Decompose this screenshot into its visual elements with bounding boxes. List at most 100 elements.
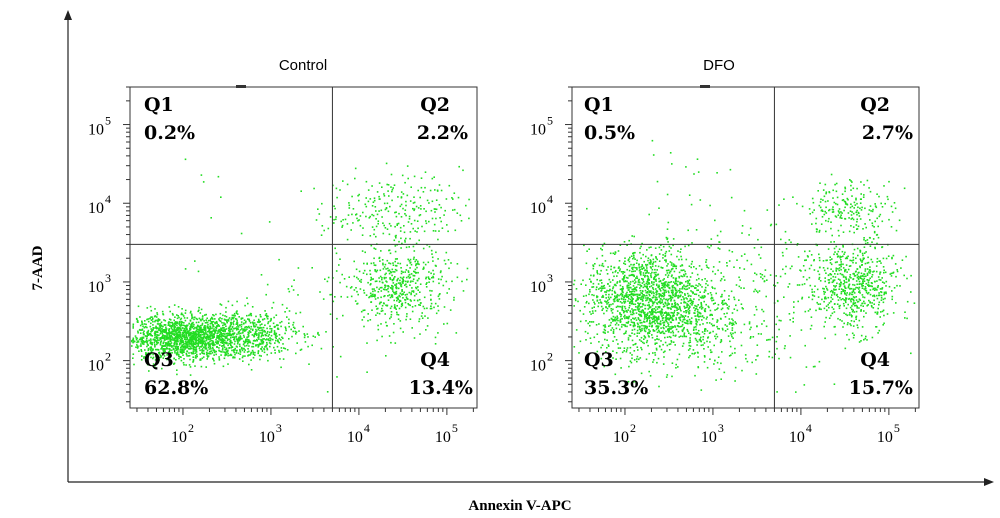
data-point [615, 270, 617, 272]
data-point [147, 349, 150, 352]
data-point [225, 325, 227, 328]
data-point [182, 341, 185, 344]
data-point [468, 198, 470, 201]
data-point [743, 323, 746, 326]
data-point [709, 309, 712, 312]
data-point [767, 338, 770, 341]
data-point [179, 335, 182, 337]
data-point [174, 323, 177, 325]
data-point [651, 300, 654, 303]
data-point [218, 336, 220, 339]
data-point [228, 326, 230, 329]
data-point [147, 318, 149, 320]
data-point [580, 283, 582, 285]
data-point [244, 321, 247, 324]
data-point [178, 337, 181, 339]
data-point [373, 288, 375, 290]
data-point [228, 333, 231, 336]
data-point [412, 227, 414, 230]
data-point [613, 318, 615, 321]
data-point [203, 352, 205, 355]
data-point [431, 290, 433, 292]
data-point [667, 274, 670, 276]
data-point [340, 295, 342, 298]
data-point [633, 323, 636, 325]
data-point [706, 280, 708, 282]
data-point [641, 305, 643, 308]
data-point [639, 289, 642, 292]
data-point [333, 222, 335, 224]
data-point [649, 321, 651, 323]
data-point [406, 264, 408, 267]
data-point [606, 300, 608, 303]
data-point [591, 307, 594, 309]
data-point [205, 332, 207, 334]
data-point [261, 331, 264, 333]
data-point [666, 312, 668, 314]
data-point [604, 338, 606, 341]
outer-x-axis-arrow [984, 478, 994, 486]
data-point [202, 356, 205, 358]
data-point [377, 324, 379, 327]
data-point [153, 343, 156, 346]
data-point [319, 291, 321, 293]
data-point [175, 349, 177, 351]
data-point [658, 280, 660, 283]
data-point [636, 360, 638, 363]
data-point [848, 265, 851, 267]
data-point [610, 310, 613, 312]
data-point [668, 245, 671, 248]
data-point [396, 279, 399, 281]
data-point [258, 343, 260, 346]
data-point [400, 267, 402, 269]
data-point [617, 324, 620, 326]
data-point [393, 277, 395, 280]
data-point [671, 296, 674, 299]
data-point [608, 325, 610, 327]
data-point [624, 274, 626, 277]
data-point [671, 318, 674, 320]
data-point [220, 329, 222, 331]
data-point [253, 326, 256, 328]
data-point [204, 336, 207, 339]
data-point [643, 321, 646, 323]
data-point [672, 313, 675, 315]
data-point [578, 352, 580, 354]
data-point [228, 347, 231, 349]
data-point [334, 296, 336, 298]
data-point [197, 328, 199, 331]
data-point [661, 319, 664, 322]
data-point [646, 267, 648, 269]
data-point [380, 323, 382, 325]
data-point [408, 277, 411, 279]
data-point [674, 282, 676, 285]
data-point [371, 309, 373, 311]
data-point [636, 259, 638, 262]
data-point [420, 208, 422, 210]
data-point [624, 257, 626, 259]
data-point [226, 320, 228, 323]
data-point [218, 350, 221, 352]
data-point [712, 287, 714, 289]
data-point [675, 318, 677, 321]
data-point [174, 329, 176, 332]
data-point [189, 328, 191, 331]
data-point [601, 245, 604, 247]
data-point [332, 300, 335, 303]
data-point [638, 303, 640, 306]
data-point [673, 314, 675, 317]
data-point [210, 348, 212, 350]
data-point [411, 290, 413, 292]
data-point [428, 271, 430, 273]
data-point [647, 259, 649, 262]
data-point [719, 341, 722, 344]
data-point [138, 328, 141, 331]
data-point [150, 309, 153, 312]
data-point [728, 295, 730, 297]
data-point [612, 340, 614, 342]
data-point [448, 288, 450, 290]
data-point [680, 255, 682, 258]
data-point [137, 346, 139, 348]
data-point [230, 328, 233, 330]
data-point [240, 323, 243, 326]
